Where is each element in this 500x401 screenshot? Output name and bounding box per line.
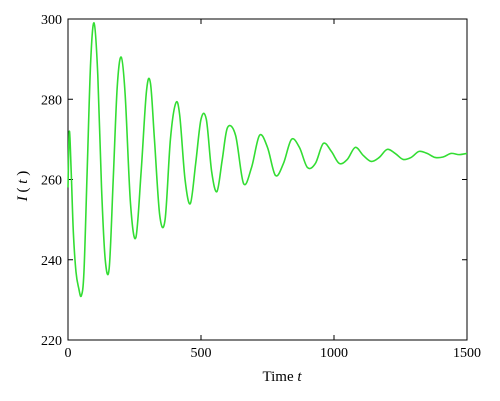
plot-frame	[67, 18, 468, 341]
y-axis-label-close: )	[15, 171, 31, 176]
x-tick-label: 1000	[320, 346, 348, 361]
y-tick-label: 260	[41, 174, 62, 189]
y-axis-label-var: t	[15, 179, 31, 184]
ticks-group	[67, 18, 468, 341]
x-tick-label: 0	[65, 346, 72, 361]
y-axis-label-text: I	[15, 195, 31, 202]
x-axis-label: Time t	[262, 369, 302, 385]
y-axis-label-open: (	[15, 187, 31, 192]
x-axis-label-text: Time	[262, 369, 293, 385]
x-tick-label: 1500	[453, 346, 481, 361]
x-axis-label-var: t	[297, 369, 302, 385]
y-tick-label: 300	[41, 13, 62, 28]
y-tick-label: 220	[41, 334, 62, 349]
y-tick-label: 280	[41, 93, 62, 108]
x-tick-label: 500	[191, 346, 212, 361]
y-tick-label: 240	[41, 254, 62, 269]
tick-labels-group: 0 500 1000 1500 220 240 260 280 300	[41, 13, 481, 361]
y-axis-label: I ( t )	[15, 171, 31, 202]
series-line	[67, 22, 468, 298]
